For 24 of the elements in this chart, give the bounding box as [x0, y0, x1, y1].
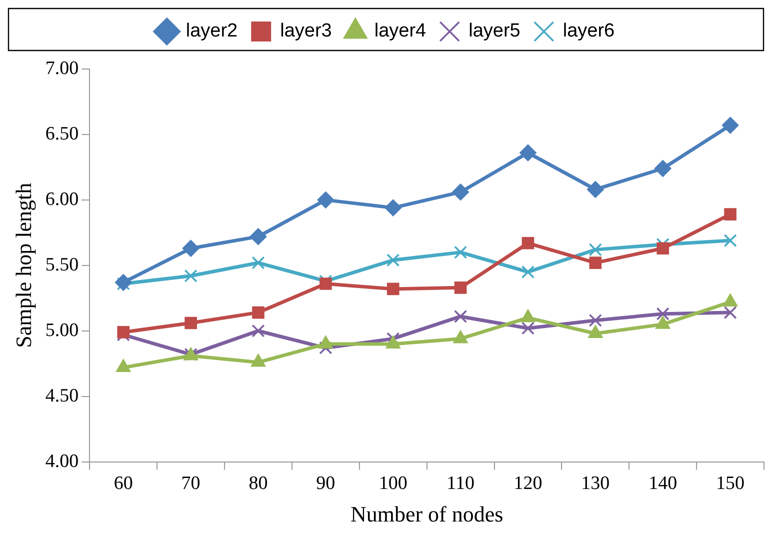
y-tick-label: 5.50: [45, 254, 79, 276]
x-tick-label: 60: [114, 473, 133, 494]
x-tick-label: 140: [648, 473, 678, 494]
legend-label: layer4: [374, 20, 427, 42]
y-tick-label: 4.50: [45, 385, 79, 406]
y-tick-label: 5.00: [45, 320, 79, 341]
x-axis-title: Number of nodes: [350, 502, 504, 527]
y-tick-label: 6.50: [45, 123, 79, 144]
legend-label: layer3: [280, 20, 332, 42]
legend-label: layer5: [468, 20, 520, 42]
x-tick-label: 110: [446, 473, 474, 494]
x-tick-label: 80: [248, 473, 268, 494]
x-tick-label: 90: [316, 473, 336, 494]
x-tick-label: 120: [514, 473, 542, 494]
x-tick-label: 70: [181, 473, 200, 494]
y-axis-title: Sample hop length: [10, 182, 36, 348]
y-tick-label: 7.00: [45, 58, 79, 79]
x-tick-label: 150: [716, 473, 745, 494]
legend-label: layer2: [186, 20, 238, 42]
legend-label: layer6: [562, 20, 615, 42]
x-tick-label: 100: [378, 473, 408, 494]
y-tick-label: 6.00: [45, 188, 79, 210]
x-tick-label: 130: [581, 473, 610, 494]
y-tick-label: 4.00: [45, 450, 79, 472]
